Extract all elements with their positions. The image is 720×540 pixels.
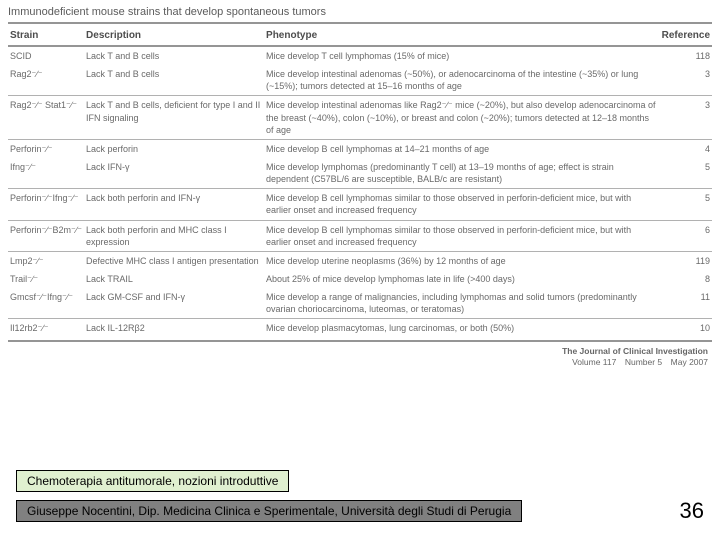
cell-desc: Lack both perforin and MHC class I expre… bbox=[84, 220, 264, 251]
table-row: SCIDLack T and B cellsMice develop T cel… bbox=[8, 46, 712, 65]
cell-ref: 10 bbox=[660, 319, 712, 338]
cell-pheno: Mice develop uterine neoplasms (36%) by … bbox=[264, 251, 660, 270]
table-bottom-rule bbox=[8, 340, 712, 342]
col-header-phenotype: Phenotype bbox=[264, 26, 660, 46]
table-row: Perforin⁻∕⁻Lack perforinMice develop B c… bbox=[8, 139, 712, 158]
slide-number: 36 bbox=[662, 498, 704, 524]
slide-footer: Chemoterapia antitumorale, nozioni intro… bbox=[0, 458, 720, 540]
cell-ref: 11 bbox=[660, 288, 712, 319]
cell-desc: Lack T and B cells bbox=[84, 65, 264, 96]
table-title: Immunodeficient mouse strains that devel… bbox=[8, 6, 712, 24]
col-header-strain: Strain bbox=[8, 26, 84, 46]
cell-pheno: Mice develop B cell lymphomas similar to… bbox=[264, 220, 660, 251]
table-row: Lmp2⁻∕⁻Defective MHC class I antigen pre… bbox=[8, 251, 712, 270]
table-row: Ifng⁻∕⁻Lack IFN-γMice develop lymphomas … bbox=[8, 158, 712, 189]
author-line: Giuseppe Nocentini, Dip. Medicina Clinic… bbox=[16, 498, 704, 524]
cell-strain: Rag2⁻∕⁻ Stat1⁻∕⁻ bbox=[8, 96, 84, 139]
table-row: Il12rb2⁻∕⁻Lack IL-12Rβ2Mice develop plas… bbox=[8, 319, 712, 338]
table-header-row: Strain Description Phenotype Reference bbox=[8, 26, 712, 46]
cell-desc: Lack both perforin and IFN-γ bbox=[84, 189, 264, 220]
cell-strain: Il12rb2⁻∕⁻ bbox=[8, 319, 84, 338]
col-header-reference: Reference bbox=[660, 26, 712, 46]
table-figure: Immunodeficient mouse strains that devel… bbox=[0, 0, 720, 342]
col-header-description: Description bbox=[84, 26, 264, 46]
cell-desc: Defective MHC class I antigen presentati… bbox=[84, 251, 264, 270]
journal-name: The Journal of Clinical Investigation bbox=[562, 346, 708, 356]
cell-desc: Lack T and B cells, deficient for type I… bbox=[84, 96, 264, 139]
cell-desc: Lack perforin bbox=[84, 139, 264, 158]
cell-pheno: Mice develop intestinal adenomas like Ra… bbox=[264, 96, 660, 139]
cell-pheno: Mice develop intestinal adenomas (~50%),… bbox=[264, 65, 660, 96]
cell-strain: Ifng⁻∕⁻ bbox=[8, 158, 84, 189]
cell-strain: Perforin⁻∕⁻Ifng⁻∕⁻ bbox=[8, 189, 84, 220]
cell-ref: 118 bbox=[660, 46, 712, 65]
cell-ref: 3 bbox=[660, 96, 712, 139]
cell-pheno: Mice develop B cell lymphomas at 14–21 m… bbox=[264, 139, 660, 158]
cell-desc: Lack IL-12Rβ2 bbox=[84, 319, 264, 338]
cell-ref: 8 bbox=[660, 270, 712, 288]
cell-desc: Lack T and B cells bbox=[84, 46, 264, 65]
cell-ref: 3 bbox=[660, 65, 712, 96]
cell-strain: Trail⁻∕⁻ bbox=[8, 270, 84, 288]
cell-desc: Lack TRAIL bbox=[84, 270, 264, 288]
cell-pheno: Mice develop plasmacytomas, lung carcino… bbox=[264, 319, 660, 338]
table-row: Rag2⁻∕⁻ Stat1⁻∕⁻Lack T and B cells, defi… bbox=[8, 96, 712, 139]
cell-pheno: Mice develop B cell lymphomas similar to… bbox=[264, 189, 660, 220]
cell-strain: Gmcsf⁻∕⁻Ifng⁻∕⁻ bbox=[8, 288, 84, 319]
table-row: Rag2⁻∕⁻Lack T and B cellsMice develop in… bbox=[8, 65, 712, 96]
lecture-title-box: Chemoterapia antitumorale, nozioni intro… bbox=[16, 470, 289, 492]
table-row: Perforin⁻∕⁻B2m⁻∕⁻Lack both perforin and … bbox=[8, 220, 712, 251]
journal-issue: Volume 117 Number 5 May 2007 bbox=[572, 357, 708, 367]
cell-ref: 4 bbox=[660, 139, 712, 158]
table-row: Gmcsf⁻∕⁻Ifng⁻∕⁻Lack GM-CSF and IFN-γMice… bbox=[8, 288, 712, 319]
cell-strain: Lmp2⁻∕⁻ bbox=[8, 251, 84, 270]
mouse-strain-table: Strain Description Phenotype Reference S… bbox=[8, 26, 712, 338]
table-row: Perforin⁻∕⁻Ifng⁻∕⁻Lack both perforin and… bbox=[8, 189, 712, 220]
cell-strain: Rag2⁻∕⁻ bbox=[8, 65, 84, 96]
cell-strain: SCID bbox=[8, 46, 84, 65]
author-affiliation-box: Giuseppe Nocentini, Dip. Medicina Clinic… bbox=[16, 500, 522, 522]
cell-ref: 6 bbox=[660, 220, 712, 251]
table-row: Trail⁻∕⁻Lack TRAILAbout 25% of mice deve… bbox=[8, 270, 712, 288]
cell-desc: Lack IFN-γ bbox=[84, 158, 264, 189]
cell-ref: 5 bbox=[660, 158, 712, 189]
cell-pheno: About 25% of mice develop lymphomas late… bbox=[264, 270, 660, 288]
cell-pheno: Mice develop a range of malignancies, in… bbox=[264, 288, 660, 319]
cell-ref: 119 bbox=[660, 251, 712, 270]
journal-citation: The Journal of Clinical Investigation Vo… bbox=[0, 342, 720, 368]
cell-pheno: Mice develop lymphomas (predominantly T … bbox=[264, 158, 660, 189]
cell-desc: Lack GM-CSF and IFN-γ bbox=[84, 288, 264, 319]
cell-pheno: Mice develop T cell lymphomas (15% of mi… bbox=[264, 46, 660, 65]
cell-ref: 5 bbox=[660, 189, 712, 220]
cell-strain: Perforin⁻∕⁻B2m⁻∕⁻ bbox=[8, 220, 84, 251]
cell-strain: Perforin⁻∕⁻ bbox=[8, 139, 84, 158]
